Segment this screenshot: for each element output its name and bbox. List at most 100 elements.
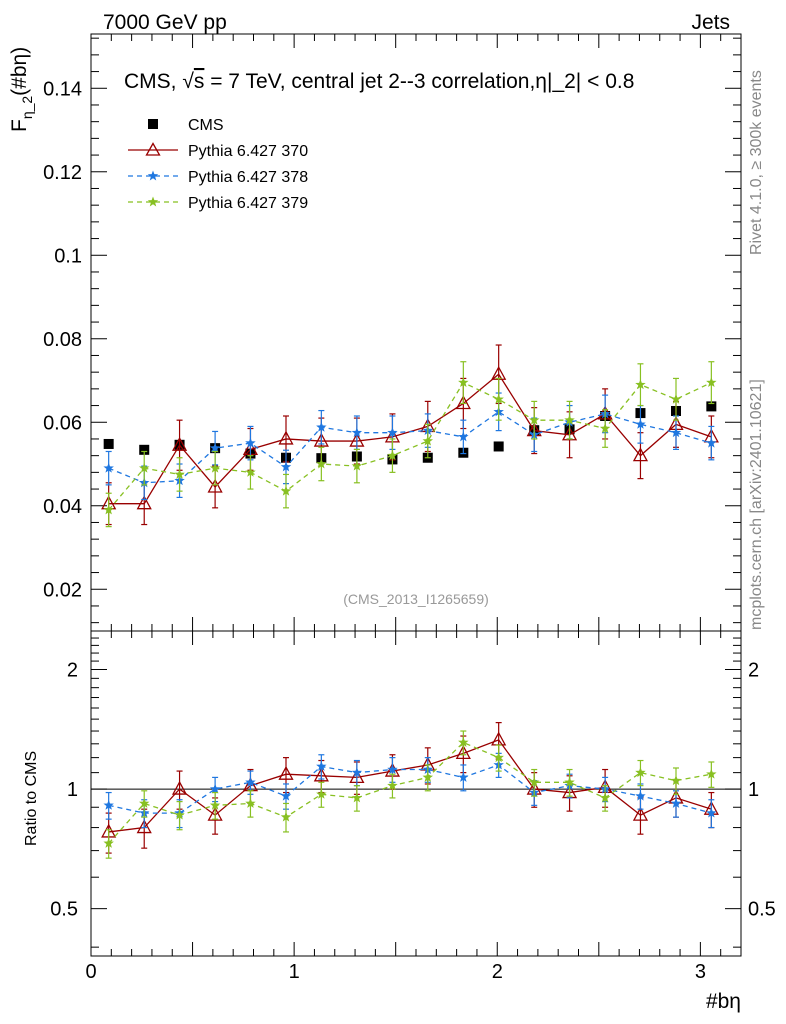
ratio-plot-frame — [90, 630, 742, 957]
main-point-p379 — [387, 450, 398, 461]
ratio-y-tick-label: 1 — [67, 779, 78, 801]
main-point-p379 — [528, 414, 540, 425]
ratio-point-p379 — [387, 780, 398, 791]
main-point-p378 — [706, 437, 717, 448]
ratio-point-p379 — [670, 775, 682, 786]
main-point-p370 — [632, 447, 649, 462]
main-point-p378 — [387, 427, 398, 438]
ratio-series-layer — [101, 722, 719, 859]
legend-marker-p378 — [147, 170, 159, 181]
main-point-p370 — [455, 395, 471, 410]
ratio-point-p378 — [351, 767, 363, 778]
main-point-p378 — [245, 437, 256, 448]
ratio-point-p379 — [138, 797, 150, 808]
plot-title-rest: = 7 TeV, central jet 2--3 correlation,η|… — [204, 70, 634, 93]
ratio-point-p370 — [136, 819, 152, 834]
legend-marker-cms — [148, 119, 158, 129]
x-tick-label: 0 — [85, 961, 96, 983]
main-y-axis-label: Fη_2(#bη) — [8, 47, 35, 132]
main-point-p379 — [280, 485, 292, 496]
ratio-series-p370 — [101, 722, 719, 854]
ratio-point-p379 — [422, 771, 434, 782]
header-right-label: Jets — [691, 11, 730, 34]
main-series-layer — [101, 344, 719, 528]
main-point-p379 — [316, 458, 327, 469]
ratio-point-p379 — [706, 768, 717, 779]
main-line-p378 — [108, 411, 712, 484]
main-series-p379 — [103, 361, 717, 528]
main-point-p378 — [670, 427, 682, 438]
ratio-point-p378 — [316, 760, 327, 771]
x-axis-ticks: 0 1 2 3 — [85, 34, 742, 983]
main-y-tick-label: 0.12 — [43, 162, 82, 184]
main-point-p378 — [316, 421, 327, 432]
ratio-point-p379 — [245, 797, 256, 808]
ratio-y-tick-label: 2 — [67, 659, 78, 681]
main-point-p370 — [278, 430, 294, 445]
main-point-p378 — [103, 462, 114, 473]
legend-marker-p370 — [145, 142, 161, 156]
legend-star-p379 — [147, 196, 159, 207]
main-point-p379 — [103, 504, 114, 515]
main-point-p379 — [706, 377, 717, 388]
ratio-point-p378 — [387, 764, 398, 774]
main-point-p370 — [561, 426, 578, 441]
main-point-p378 — [209, 442, 221, 453]
main-series-cms — [103, 401, 717, 465]
ratio-y-ticks: 0.5 0.5 1 1 2 2 — [50, 637, 776, 948]
legend-label-p370: Pythia 6.427 370 — [188, 143, 308, 160]
ratio-series-p379 — [103, 730, 717, 859]
main-point-cms — [103, 438, 114, 449]
main-point-p379 — [670, 393, 682, 404]
main-point-p370 — [171, 436, 188, 451]
header-left-label: 7000 GeV pp — [103, 11, 227, 34]
main-y-tick-label: 0.04 — [43, 496, 82, 518]
ratio-point-p379 — [599, 792, 611, 803]
main-point-p379 — [351, 460, 363, 471]
side-label-rivet: Rivet 4.1.0, ≥ 300k events — [748, 70, 765, 255]
ratio-line-p378 — [108, 764, 712, 814]
ratio-point-p379 — [528, 776, 540, 787]
main-point-p370 — [207, 478, 223, 493]
main-point-p379 — [599, 423, 611, 433]
ratio-point-p378 — [209, 783, 221, 794]
ratio-point-p378 — [280, 790, 292, 801]
main-line-p370 — [108, 373, 712, 505]
ratio-point-p370 — [455, 744, 471, 760]
main-y-tick-label: 0.1 — [54, 245, 82, 267]
side-label-mcplots: mcplots.cern.ch [arXiv:2401.10621] — [748, 379, 765, 630]
main-series-p378 — [103, 392, 717, 501]
main-y-tick-label: 0.06 — [43, 412, 82, 434]
ratio-y-tick-label-right: 0.5 — [748, 899, 776, 921]
ratio-series-p378 — [103, 752, 717, 829]
ratio-point-p379 — [174, 809, 185, 820]
main-point-cms — [493, 441, 504, 452]
ratio-point-p370 — [207, 806, 223, 821]
ratio-plot: 0.5 0.5 1 1 2 2 0 1 2 3 Ratio to CMS #bη — [23, 34, 776, 1013]
ratio-y-tick-label-right: 2 — [748, 659, 759, 681]
x-axis-label: #bη — [706, 990, 741, 1013]
main-point-cms — [706, 401, 717, 412]
plot-title-s: s — [194, 70, 205, 93]
ratio-point-p379 — [564, 776, 575, 787]
ratio-point-p379 — [103, 837, 114, 848]
plot-title-sqrt: √ — [182, 70, 194, 93]
ratio-y-tick-label-right: 1 — [748, 779, 759, 801]
ratio-y-axis-label: Ratio to CMS — [23, 751, 40, 846]
ratio-point-p370 — [632, 806, 649, 821]
legend: CMS Pythia 6.427 370 Pythia 6.427 378 Py… — [128, 117, 308, 212]
main-point-p379 — [458, 377, 469, 388]
main-y-tick-label: 0.02 — [43, 579, 82, 601]
ratio-point-p379 — [351, 792, 363, 803]
main-point-p379 — [564, 414, 575, 425]
main-y-axis-label-sub: η_2 — [19, 96, 35, 120]
main-y-ticks: 0.02 0.04 0.06 0.08 0.1 0.12 0.14 — [43, 37, 741, 624]
main-plot: 0.02 0.04 0.06 0.08 0.1 0.12 0.14 CMS, √s = 7 … — [8, 33, 742, 632]
main-point-cms — [139, 444, 150, 455]
main-point-p378 — [635, 418, 646, 429]
main-point-p370 — [313, 432, 329, 447]
ratio-point-p378 — [670, 797, 682, 808]
analysis-watermark: (CMS_2013_I1265659) — [343, 591, 489, 607]
ratio-point-p379 — [635, 767, 646, 778]
